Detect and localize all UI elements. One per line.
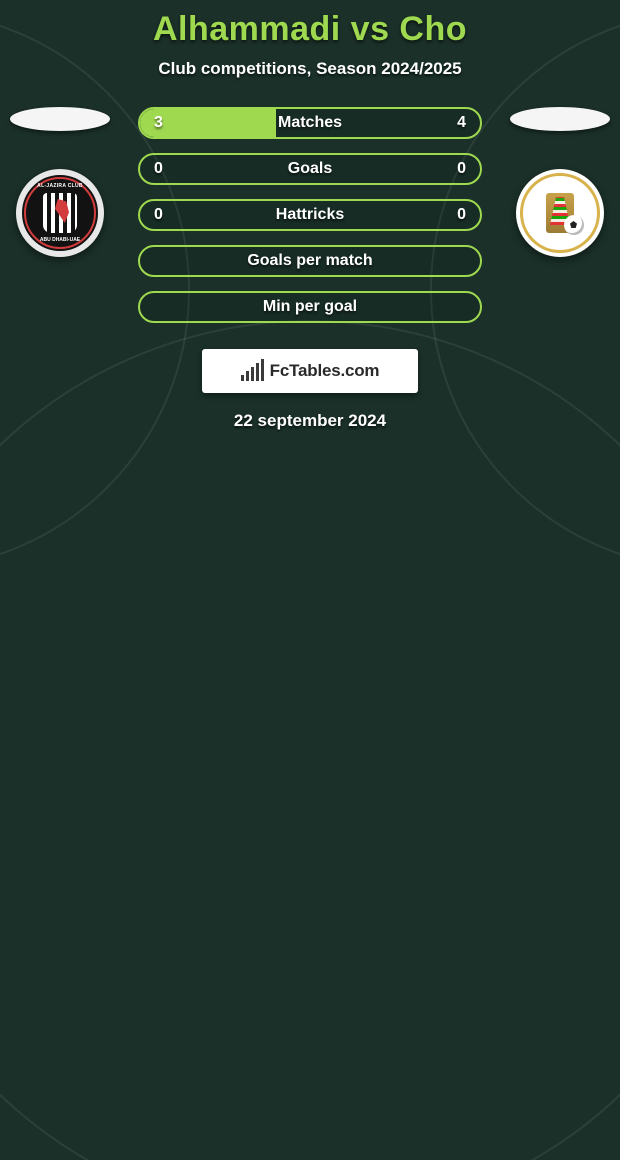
right-club-badge [516,169,604,257]
stat-value-left: 0 [154,206,163,224]
stat-pill: 0 0 Goals [138,153,482,185]
stat-value-right: 0 [457,206,466,224]
stat-value-right: 0 [457,160,466,178]
left-player-face-placeholder [10,107,110,131]
stat-name: Goals [288,160,332,178]
date-text: 22 september 2024 [0,411,620,431]
subtitle: Club competitions, Season 2024/2025 [0,59,620,79]
stat-pill: 0 0 Hattricks [138,199,482,231]
left-club-text-bottom: ABU DHABI-UAE [22,237,98,243]
stat-pill: Min per goal [138,291,482,323]
stat-name: Hattricks [276,206,344,224]
left-club-jersey-icon [43,193,77,233]
stats-column: 3 4 Matches 0 0 Goals 0 0 Hattricks Goals per mat… [120,107,500,337]
brand-text: FcTables.com [270,361,380,381]
stat-pill: 3 4 Matches [138,107,482,139]
right-club-tower-icon [546,193,574,233]
stat-name: Matches [278,114,342,132]
brand-bars-icon [241,361,264,381]
soccer-ball-icon [564,215,584,235]
page-title: Alhammadi vs Cho [0,0,620,49]
left-club-text-top: AL-JAZIRA CLUB [22,183,98,189]
right-player-column [500,107,620,257]
stat-value-left: 0 [154,160,163,178]
brand-badge: FcTables.com [202,349,418,393]
stat-value-right: 4 [457,114,466,132]
right-player-face-placeholder [510,107,610,131]
stat-name: Min per goal [263,298,357,316]
comparison-row: AL-JAZIRA CLUB ABU DHABI-UAE 34Matches00… [0,107,620,337]
stat-name: Goals per match [247,252,372,270]
stat-value-left: 3 [154,114,163,132]
stat-pill: Goals per match [138,245,482,277]
left-club-badge: AL-JAZIRA CLUB ABU DHABI-UAE [16,169,104,257]
left-player-column: AL-JAZIRA CLUB ABU DHABI-UAE [0,107,120,257]
